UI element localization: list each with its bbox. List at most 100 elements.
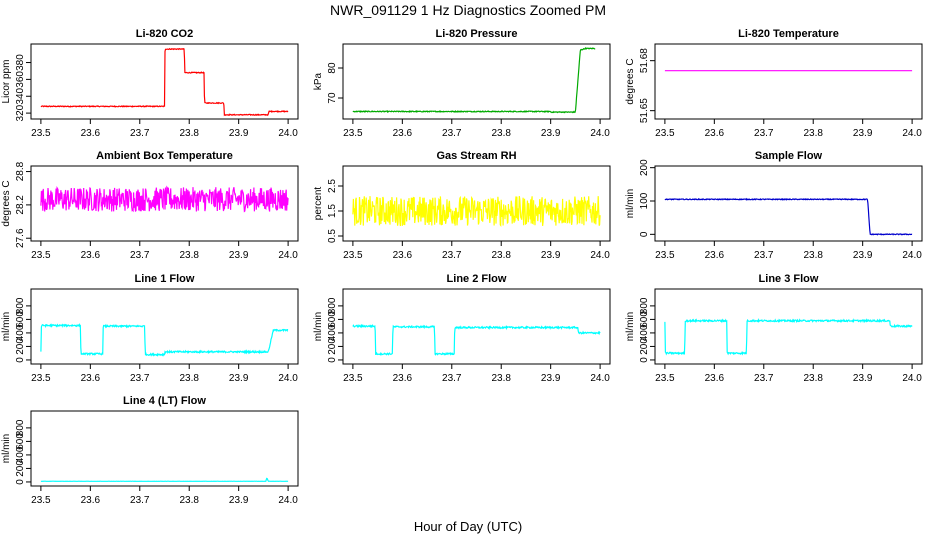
panel-title: Line 3 Flow — [759, 273, 819, 285]
y-tick-label: 80 — [327, 62, 338, 74]
x-tick-label: 23.7 — [130, 495, 150, 506]
y-tick-label: 600 — [327, 311, 338, 328]
x-tick-label: 23.6 — [81, 128, 101, 139]
series-line-line-2 — [352, 323, 601, 356]
x-tick-label: 23.8 — [803, 250, 823, 261]
series-line-co2 — [40, 47, 289, 117]
panel-title: Line 1 Flow — [135, 273, 195, 285]
x-tick-label: 23.5 — [31, 373, 51, 384]
y-tick-label: 200 — [639, 159, 650, 176]
y-tick-label: 600 — [639, 311, 650, 328]
series-line-pressure — [352, 46, 596, 114]
y-tick-label: 360 — [15, 71, 26, 88]
x-tick-label: 23.6 — [393, 250, 413, 261]
x-tick-label: 23.5 — [31, 250, 51, 261]
y-tick-label: 0 — [639, 357, 650, 363]
y-axis-label: degrees C — [1, 180, 12, 226]
x-tick-label: 23.8 — [491, 128, 511, 139]
x-tick-label: 23.5 — [343, 250, 363, 261]
x-tick-label: 23.5 — [31, 495, 51, 506]
plot-frame — [654, 288, 923, 365]
x-tick-label: 23.5 — [343, 128, 363, 139]
x-tick-label: 23.9 — [229, 373, 249, 384]
y-axis-label: degrees C — [625, 58, 636, 104]
panel-gas-stream-rh: Gas Stream RH 23.5 23.6 23.7 23.8 23.9 24.0 0.5… — [313, 150, 611, 261]
x-tick-label: 23.8 — [179, 495, 199, 506]
y-tick-label: 800 — [639, 297, 650, 314]
y-tick-label: 400 — [327, 324, 338, 341]
y-tick-label: 70 — [327, 92, 338, 104]
y-tick-label: 200 — [15, 338, 26, 355]
y-tick-label: 0 — [15, 479, 26, 485]
panel-title: Li-820 Pressure — [436, 28, 518, 40]
panel-title: Line 4 (LT) Flow — [123, 395, 206, 407]
y-tick-label: 800 — [15, 297, 26, 314]
panel-sample-flow: Sample Flow 23.5 23.6 23.7 23.8 23.9 24.0 0 100 2… — [625, 150, 923, 261]
x-tick-label: 23.7 — [442, 128, 462, 139]
x-tick-label: 23.9 — [541, 250, 561, 261]
x-tick-label: 23.7 — [442, 250, 462, 261]
y-tick-label: 28.2 — [15, 195, 26, 215]
x-tick-label: 23.6 — [705, 128, 725, 139]
y-tick-label: 0 — [639, 231, 650, 237]
panel-title: Ambient Box Temperature — [96, 150, 233, 162]
plot-frame — [30, 165, 299, 242]
x-tick-label: 23.9 — [229, 128, 249, 139]
x-tick-label: 23.8 — [803, 128, 823, 139]
panel-line-3-flow: Line 3 Flow 23.5 23.6 23.7 23.8 23.9 24.0 0 2004… — [625, 273, 923, 384]
y-axis-label: ml/min — [625, 189, 636, 218]
y-tick-label: 0 — [15, 357, 26, 363]
y-tick-label: 200 — [327, 338, 338, 355]
series-line-line-1 — [40, 322, 289, 357]
x-tick-label: 23.6 — [705, 250, 725, 261]
figure-title: NWR_091129 1 Hz Diagnostics Zoomed PM — [330, 2, 606, 18]
y-tick-label: 1.5 — [327, 204, 338, 218]
x-tick-label: 24.0 — [590, 250, 610, 261]
x-tick-label: 24.0 — [590, 128, 610, 139]
x-tick-label: 24.0 — [278, 373, 298, 384]
x-tick-label: 24.0 — [278, 495, 298, 506]
plot-frame — [30, 410, 299, 487]
y-tick-label: 600 — [15, 311, 26, 328]
y-tick-label: 800 — [327, 297, 338, 314]
panel-line-4-lt-flow: Line 4 (LT) Flow 23.5 23.6 23.7 23.8 23.9 24.0… — [1, 395, 299, 506]
figure-xlabel: Hour of Day (UTC) — [414, 519, 522, 534]
series-line-rh — [352, 195, 601, 227]
x-tick-label: 23.6 — [81, 495, 101, 506]
x-tick-label: 23.8 — [179, 250, 199, 261]
x-tick-label: 23.6 — [705, 373, 725, 384]
x-tick-label: 23.9 — [541, 128, 561, 139]
plot-frame — [654, 165, 923, 242]
y-axis-label: ml/min — [1, 434, 12, 463]
panel-ambient-box-temperature: Ambient Box Temperature 23.5 23.6 23.7 23.8 2… — [1, 150, 299, 261]
x-tick-label: 23.9 — [853, 250, 873, 261]
panel-li-820-temperature: Li-820 Temperature 23.5 23.6 23.7 23.8 23.9 24… — [625, 28, 923, 139]
x-tick-label: 23.6 — [81, 250, 101, 261]
series-line-sample-flow — [664, 197, 913, 236]
y-axis-label: ml/min — [625, 312, 636, 341]
x-tick-label: 23.9 — [853, 128, 873, 139]
x-tick-label: 23.8 — [803, 373, 823, 384]
y-tick-label: 0 — [327, 357, 338, 363]
y-tick-label: 0.5 — [327, 229, 338, 243]
x-tick-label: 23.9 — [541, 373, 561, 384]
y-tick-label: 320 — [15, 104, 26, 121]
y-axis-label: ml/min — [1, 312, 12, 341]
series-line-line-3 — [664, 318, 913, 356]
y-tick-label: 400 — [15, 446, 26, 463]
x-tick-label: 23.7 — [754, 373, 774, 384]
y-tick-label: 800 — [15, 419, 26, 436]
x-tick-label: 23.5 — [655, 250, 675, 261]
y-tick-label: 340 — [15, 87, 26, 104]
x-tick-label: 23.9 — [853, 373, 873, 384]
x-tick-label: 24.0 — [902, 250, 922, 261]
x-tick-label: 23.8 — [179, 128, 199, 139]
x-tick-label: 23.5 — [655, 373, 675, 384]
y-axis-label: kPa — [313, 72, 324, 90]
x-tick-label: 24.0 — [278, 128, 298, 139]
x-tick-label: 23.7 — [130, 128, 150, 139]
x-tick-label: 24.0 — [278, 250, 298, 261]
y-tick-label: 28.8 — [15, 161, 26, 181]
panel-li-820-co2: Li-820 CO2 23.5 23.6 23.7 23.8 23.9 24.0 320340… — [1, 28, 299, 139]
